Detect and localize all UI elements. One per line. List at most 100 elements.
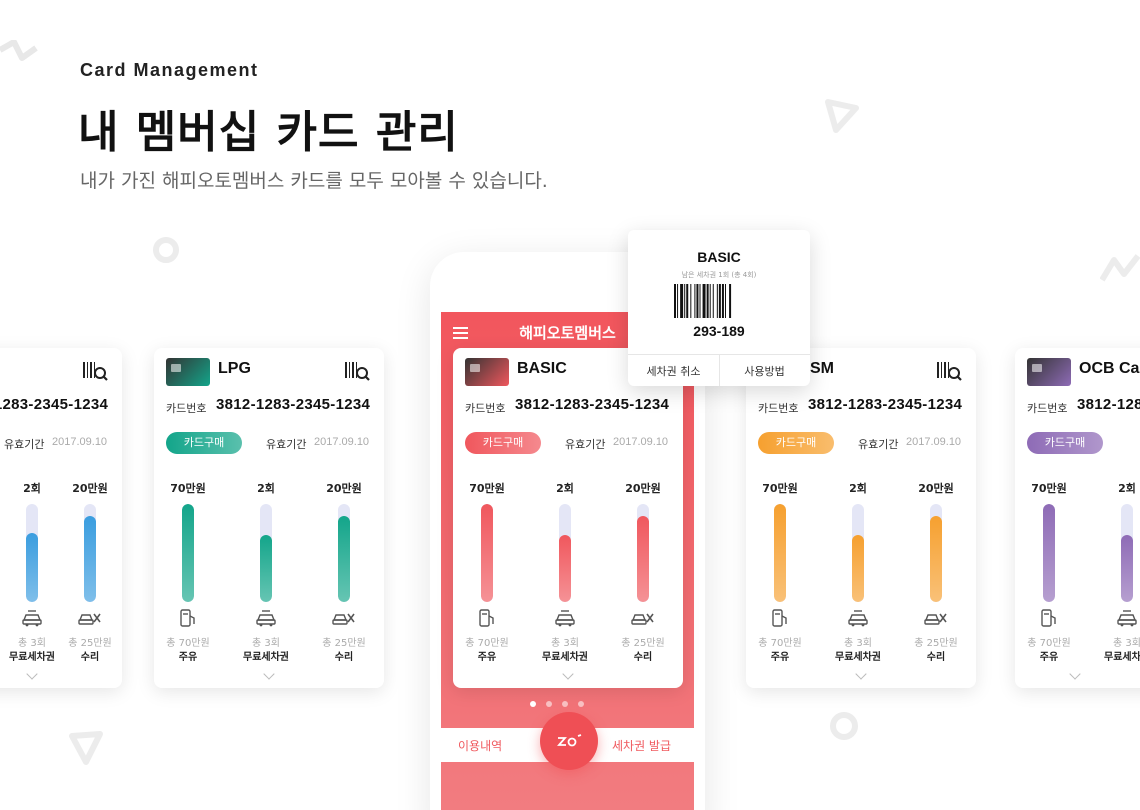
- barcode-icon: [674, 284, 732, 318]
- gauge-track: [1043, 504, 1055, 602]
- card-number: 3812-1283-2345-1234: [0, 396, 109, 413]
- expiry-label: 유효기간: [266, 438, 307, 451]
- gauge-fill: [338, 516, 350, 602]
- chevron-down-icon[interactable]: [855, 668, 867, 680]
- buy-card-button[interactable]: 카드구매: [1027, 432, 1103, 454]
- usage-gauge: 20만원 총 25만원 수리: [60, 480, 120, 670]
- gauge-value: 20만원: [918, 482, 954, 495]
- gauge-total: 총 25만원: [914, 638, 958, 649]
- card-name: SM: [810, 360, 834, 377]
- membership-card-sm[interactable]: SM 카드번호 3812-1283-2345-1234 카드구매 유효기간 2017.09…: [746, 348, 976, 688]
- buy-card-button[interactable]: 카드구매: [166, 432, 242, 454]
- gauge-track: [260, 504, 272, 602]
- page-dot[interactable]: [578, 701, 584, 707]
- how-to-use-button[interactable]: 사용방법: [744, 365, 785, 378]
- gauge-name: 주유: [1039, 652, 1059, 663]
- membership-card-ocb[interactable]: OCB Card 카드번호 3812-1283-2345-1234 카드구매 70만원…: [1015, 348, 1140, 688]
- popup-title: BASIC: [697, 249, 741, 265]
- gauge-track: [481, 504, 493, 602]
- gauge-track: [852, 504, 864, 602]
- usage-history-button[interactable]: 이용내역: [458, 739, 503, 753]
- buy-card-button[interactable]: 카드구매: [758, 432, 834, 454]
- gauge-name: 주유: [770, 652, 790, 663]
- popup-divider: [719, 354, 720, 386]
- chevron-down-icon[interactable]: [263, 668, 275, 680]
- page-subtitle: 내가 가진 해피오토멤버스 카드를 모두 모아볼 수 있습니다.: [80, 170, 548, 192]
- car-repair-icon: [78, 608, 102, 628]
- hamburger-menu-icon[interactable]: [453, 327, 468, 339]
- usage-gauge: 70만원 총 70만원 주유: [1019, 480, 1079, 670]
- car-repair-icon: [631, 608, 655, 628]
- chevron-down-icon[interactable]: [562, 668, 574, 680]
- page-indicator: [530, 701, 584, 707]
- gauge-total: 총 3회: [18, 638, 46, 649]
- fab-button[interactable]: [540, 712, 598, 770]
- gauge-track: [637, 504, 649, 602]
- fuel-pump-icon: [475, 608, 499, 628]
- card-thumbnail: [166, 358, 210, 386]
- page-dot[interactable]: [546, 701, 552, 707]
- page-dot[interactable]: [530, 701, 536, 707]
- gauge-track: [930, 504, 942, 602]
- gauge-value: 2회: [849, 482, 867, 495]
- car-wash-icon: [1115, 608, 1139, 628]
- usage-gauge: 2회 총 3회 무료세차권: [828, 480, 888, 670]
- barcode-scan-icon[interactable]: [936, 360, 962, 382]
- gauge-name: 무료세차권: [243, 652, 289, 663]
- usage-gauge: 2회 총 3회 무료세차권: [236, 480, 296, 670]
- car-repair-icon: [924, 608, 948, 628]
- chevron-down-icon[interactable]: [26, 668, 38, 680]
- gauge-total: 총 70만원: [758, 638, 802, 649]
- gauge-value: 2회: [1118, 482, 1136, 495]
- app-title: 해피오토멤버스: [519, 324, 616, 342]
- card-thumbnail: [465, 358, 509, 386]
- barcode-scan-icon[interactable]: [82, 360, 108, 382]
- gauge-track: [1121, 504, 1133, 602]
- cancel-wash-ticket-button[interactable]: 세차권 취소: [646, 365, 701, 378]
- card-number: 3812-1283-2345-1234: [1077, 396, 1140, 413]
- card-number: 3812-1283-2345-1234: [808, 396, 963, 413]
- usage-gauge: 70만원 총 70만원 주유: [457, 480, 517, 670]
- gauge-name: 주유: [477, 652, 497, 663]
- gauge-name: 무료세차권: [835, 652, 881, 663]
- gauge-total: 총 70만원: [1027, 638, 1071, 649]
- page-title: 내 멤버십 카드 관리: [78, 107, 459, 158]
- usage-gauge: 70만원 총 70만원 주유: [750, 480, 810, 670]
- zigzag-decoration: [1100, 254, 1140, 282]
- expiry-label: 유효기간: [858, 438, 899, 451]
- expiry-label: 유효기간: [4, 438, 45, 451]
- gauge-total: 총 3회: [1113, 638, 1140, 649]
- gauge-fill: [559, 535, 571, 602]
- gauge-total: 총 70만원: [465, 638, 509, 649]
- page-dot[interactable]: [562, 701, 568, 707]
- gauge-name: 수리: [926, 652, 946, 663]
- expiry-date: 2017.09.10: [52, 436, 108, 448]
- usage-gauge: 70만원 총 70만원 주유: [158, 480, 218, 670]
- membership-card-blue-partial[interactable]: 카드번호3812-1283-2345-1234카드구매유효기간2017.09.1…: [0, 348, 122, 688]
- card-number-label: 카드번호: [166, 402, 207, 415]
- chevron-down-icon[interactable]: [1069, 668, 1081, 680]
- gauge-track: [26, 504, 38, 602]
- fuel-pump-icon: [768, 608, 792, 628]
- gauge-fill: [84, 516, 96, 602]
- barcode-scan-icon[interactable]: [344, 360, 370, 382]
- membership-card-basic[interactable]: BASIC 카드번호 3812-1283-2345-1234 카드구매 유효기간 2017…: [453, 348, 683, 688]
- gauge-track: [338, 504, 350, 602]
- issue-wash-ticket-button[interactable]: 세차권 발급: [612, 739, 672, 753]
- card-number-label: 카드번호: [465, 402, 506, 415]
- usage-gauge: 20만원 총 25만원 수리: [613, 480, 673, 670]
- expiry-date: 2017.09.10: [613, 436, 669, 448]
- card-number-label: 카드번호: [1027, 402, 1068, 415]
- gauge-name: 무료세차권: [542, 652, 588, 663]
- buy-card-button[interactable]: 카드구매: [465, 432, 541, 454]
- gauge-fill: [774, 504, 786, 602]
- membership-card-lpg[interactable]: LPG 카드번호 3812-1283-2345-1234 카드구매 유효기간 2017.0…: [154, 348, 384, 688]
- zigzag-decoration: [0, 40, 38, 61]
- gauge-fill: [1043, 504, 1055, 602]
- gauge-total: 총 25만원: [322, 638, 366, 649]
- gauge-total: 총 3회: [844, 638, 872, 649]
- gauge-value: 2회: [556, 482, 574, 495]
- card-name: OCB Card: [1079, 360, 1140, 377]
- gauge-fill: [852, 535, 864, 602]
- gauge-fill: [481, 504, 493, 602]
